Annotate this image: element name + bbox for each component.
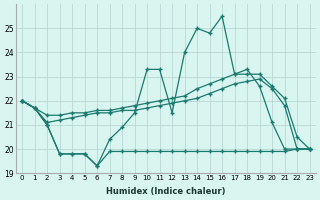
X-axis label: Humidex (Indice chaleur): Humidex (Indice chaleur) [106,187,226,196]
